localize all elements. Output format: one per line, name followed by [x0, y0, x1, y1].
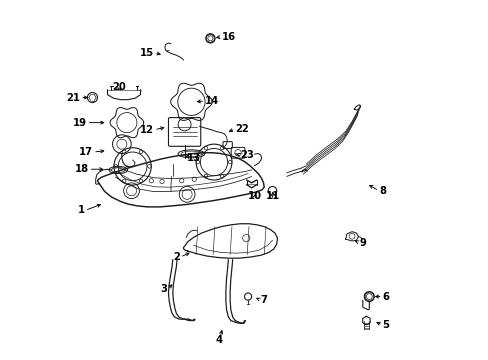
- Text: 17: 17: [79, 147, 93, 157]
- Text: 19: 19: [73, 118, 86, 128]
- Text: 2: 2: [173, 252, 180, 262]
- Text: 22: 22: [235, 124, 249, 134]
- Text: 16: 16: [222, 32, 236, 41]
- Text: 14: 14: [204, 96, 219, 106]
- Text: 1: 1: [78, 206, 85, 216]
- Text: 21: 21: [66, 93, 80, 103]
- Text: 15: 15: [140, 48, 154, 58]
- Text: 23: 23: [240, 150, 253, 160]
- Text: 10: 10: [248, 191, 262, 201]
- Text: 11: 11: [265, 191, 280, 201]
- Text: 18: 18: [74, 164, 88, 174]
- Text: 9: 9: [359, 238, 366, 248]
- Text: 5: 5: [382, 320, 389, 330]
- Text: 6: 6: [382, 292, 389, 302]
- Text: 13: 13: [186, 153, 200, 163]
- Text: 3: 3: [160, 284, 167, 294]
- Text: 20: 20: [112, 82, 125, 92]
- Text: 8: 8: [378, 186, 385, 196]
- Text: 7: 7: [260, 295, 267, 305]
- Text: 12: 12: [140, 125, 154, 135]
- Text: 4: 4: [215, 334, 223, 345]
